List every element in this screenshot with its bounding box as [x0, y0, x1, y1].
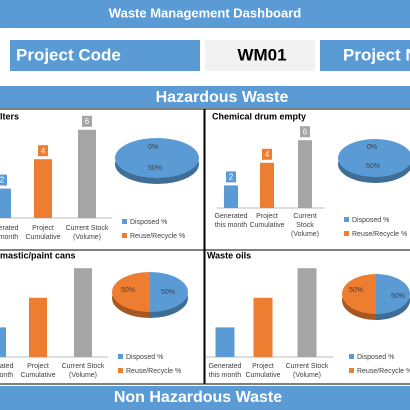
data-label: 4 [41, 146, 46, 155]
bar [215, 327, 235, 357]
section-bar [0, 386, 410, 410]
data-label-box [262, 148, 272, 160]
panel [204, 249, 410, 385]
x-tick-label: Current Stock (Volume) [286, 363, 329, 379]
data-label: 50% [161, 289, 175, 296]
project-code-label: Project Code [16, 45, 121, 64]
panel [0, 249, 205, 385]
data-label: 50% [148, 165, 162, 172]
legend-swatch [122, 233, 127, 238]
x-tick-label: Project Cumulative [245, 363, 280, 379]
bar [297, 268, 317, 357]
bar [298, 140, 312, 208]
bar [34, 159, 52, 218]
legend-swatch [349, 354, 354, 359]
pie-slice [338, 139, 410, 177]
x-tick-label: Current Stock (Volume) [62, 363, 105, 379]
data-label: 0% [148, 144, 158, 151]
pie-slice [376, 274, 410, 314]
bar [253, 297, 273, 357]
data-label: 50% [121, 287, 135, 294]
data-label-box [300, 126, 310, 138]
data-label-box [82, 115, 92, 127]
chart-title: Chemical drum empty [212, 111, 306, 121]
legend-swatch [349, 368, 354, 373]
data-label: 50% [391, 293, 405, 300]
legend-label: Disposed % [357, 354, 394, 361]
data-label: 50% [366, 163, 380, 170]
legend-swatch [344, 231, 349, 236]
bar [0, 327, 6, 357]
x-tick-label: Current Stock (Volume) [291, 213, 319, 238]
bar [29, 297, 47, 357]
chart-title: mastic/paint cans [0, 250, 76, 260]
x-tick-label: Project Cumulative [249, 213, 284, 229]
legend-label: Disposed % [352, 217, 389, 224]
project-name-label: Project N [343, 45, 410, 64]
pie-slice [342, 274, 376, 314]
project-name-label-box [320, 40, 410, 71]
legend-label: Reuse/Recycle % [357, 368, 410, 375]
data-label: 2 [229, 173, 234, 182]
chart-title: Waste oils [207, 250, 251, 260]
legend-label: Disposed % [130, 219, 167, 226]
project-code: WM01 [237, 45, 286, 64]
legend-swatch [118, 354, 123, 359]
bar [224, 185, 238, 208]
bar [260, 162, 274, 208]
dashboard-title: Waste Management Dashboard [109, 5, 301, 20]
bar [0, 188, 11, 218]
chart-title: lters [0, 111, 19, 121]
legend-swatch [122, 219, 127, 224]
project-code-label-box [10, 40, 200, 71]
section-title: Non Hazardous Waste [114, 389, 282, 406]
data-label: 2 [0, 176, 5, 185]
pie-slice [150, 272, 188, 312]
x-tick-label: Project Cumulative [25, 225, 60, 241]
title-bar [0, 0, 410, 28]
data-label: 4 [265, 150, 270, 159]
x-tick-label: Current Stock (Volume) [66, 225, 109, 241]
section-title: Hazardous Waste [156, 89, 289, 106]
data-label-box [226, 171, 236, 183]
pie-slice [112, 272, 150, 312]
data-label: 6 [303, 127, 308, 136]
legend-label: Reuse/Recycle % [130, 233, 185, 240]
legend-label: Reuse/Recycle % [126, 368, 181, 375]
bar [74, 268, 92, 357]
data-label-box [0, 174, 7, 186]
data-label: 0% [367, 144, 377, 151]
x-tick-label: Project Cumulative [20, 363, 55, 379]
legend-swatch [344, 217, 349, 222]
data-label: 50% [349, 287, 363, 294]
pie-slice [115, 138, 199, 178]
legend-swatch [118, 368, 123, 373]
data-label: 6 [85, 117, 90, 126]
bar [78, 129, 96, 218]
data-label-box [38, 145, 48, 157]
project-code-box [205, 40, 315, 71]
section-bar [0, 86, 410, 108]
legend-label: Reuse/Recycle % [352, 231, 407, 238]
legend-label: Disposed % [126, 354, 163, 361]
